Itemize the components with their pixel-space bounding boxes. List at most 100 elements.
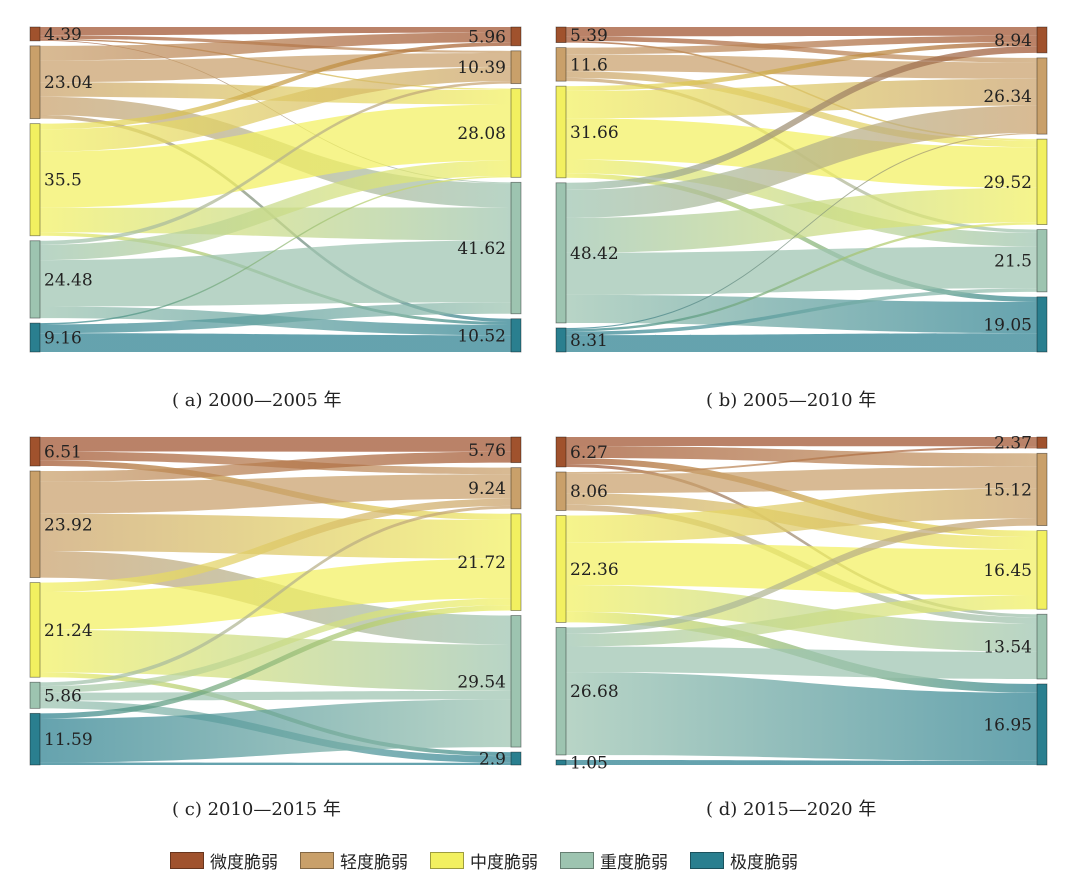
sankey-flow-c-extreme-to-extreme <box>40 762 511 765</box>
sankey-flow-b-severe-to-severe <box>566 246 1037 295</box>
sankey-flow-c-severe-to-light <box>40 505 511 687</box>
sankey-flow-b-severe-to-light <box>566 105 1037 218</box>
sankey-flow-a-extreme-to-moderate <box>40 175 511 325</box>
sankey-flow-a-light-to-light <box>40 53 511 83</box>
node-right-label-b-severe: 21.5 <box>994 252 1032 272</box>
node-left-a-extreme <box>29 322 41 353</box>
node-left-c-extreme <box>29 712 41 766</box>
sankey-flow-b-moderate-to-extreme <box>566 173 1037 302</box>
node-left-label-d-moderate: 22.36 <box>570 560 619 580</box>
sankey-flow-a-moderate-to-light <box>40 66 511 152</box>
sankey-flow-a-extreme-to-extreme <box>40 333 511 352</box>
node-right-label-a-slight: 5.96 <box>468 27 506 47</box>
sankey-flow-b-extreme-to-light <box>566 132 1037 330</box>
sankey-flow-c-light-to-light <box>40 474 511 514</box>
node-left-label-c-light: 23.92 <box>44 515 93 535</box>
node-right-label-b-extreme: 19.05 <box>983 315 1032 335</box>
sankey-flow-a-moderate-to-severe <box>40 207 511 241</box>
node-left-label-b-moderate: 31.66 <box>570 123 619 143</box>
sankey-flow-c-severe-to-moderate <box>40 598 511 693</box>
node-left-b-extreme <box>555 327 567 353</box>
sankey-flow-d-severe-to-light <box>566 518 1037 634</box>
legend-swatch-slight <box>170 852 204 869</box>
node-left-label-d-extreme: 1.05 <box>570 753 608 773</box>
node-right-label-d-light: 15.12 <box>983 480 1032 500</box>
sankey-flow-d-moderate-to-light <box>566 488 1037 543</box>
sankey-flow-b-moderate-to-slight <box>566 42 1037 91</box>
node-left-label-c-extreme: 11.59 <box>44 730 93 750</box>
sankey-flow-a-slight-to-slight <box>40 27 511 36</box>
legend-label-severe: 重度脆弱 <box>600 853 668 873</box>
node-left-b-severe <box>555 182 567 324</box>
node-right-label-a-light: 10.39 <box>457 58 506 78</box>
node-left-label-d-slight: 6.27 <box>570 443 608 463</box>
node-left-a-light <box>29 45 41 120</box>
node-left-label-b-slight: 5.39 <box>570 26 608 46</box>
node-right-c-extreme <box>510 751 522 766</box>
node-right-d-light <box>1036 452 1048 527</box>
legend-swatch-light <box>300 852 334 869</box>
node-right-label-c-moderate: 21.72 <box>457 553 506 573</box>
node-left-d-extreme <box>555 759 567 766</box>
panel-caption-a: ( a) 2000—2005 年 <box>172 390 342 411</box>
sankey-flow-d-extreme-to-extreme <box>566 759 1037 765</box>
legend-swatch-extreme <box>690 852 724 869</box>
node-left-label-a-moderate: 35.5 <box>44 171 82 191</box>
node-right-c-moderate <box>510 513 522 611</box>
node-right-c-slight <box>510 436 522 464</box>
node-right-label-b-light: 26.34 <box>983 87 1032 107</box>
node-left-c-severe <box>29 681 41 709</box>
legend-item-moderate: 中度脆弱 <box>430 848 538 873</box>
sankey-panel-a: 4.39 23.04 35.5 24.48 9.16 5.96 10.39 28.08 41.6… <box>29 25 522 353</box>
node-left-label-b-severe: 48.42 <box>570 244 619 264</box>
node-right-b-extreme <box>1036 296 1048 353</box>
sankey-flows-a <box>40 27 511 352</box>
sankey-flow-c-extreme-to-moderate <box>40 605 511 719</box>
node-right-label-a-moderate: 28.08 <box>457 124 506 144</box>
node-right-a-extreme <box>510 318 522 353</box>
node-right-label-a-severe: 41.62 <box>457 239 506 259</box>
sankey-flow-b-severe-to-moderate <box>566 187 1037 253</box>
sankey-panel-b: 5.39 11.6 31.66 48.42 8.31 8.94 26.34 29.52 21.5… <box>555 26 1048 353</box>
node-left-d-severe <box>555 627 567 756</box>
sankey-flow-b-extreme-to-severe <box>566 288 1037 336</box>
legend-swatch-severe <box>560 852 594 869</box>
legend: 微度脆弱 轻度脆弱 中度脆弱 重度脆弱 极度脆弱 <box>170 848 820 873</box>
sankey-flow-d-severe-to-moderate <box>566 595 1037 647</box>
node-left-label-b-extreme: 8.31 <box>570 331 608 351</box>
sankey-flows-c <box>40 437 511 765</box>
sankey-flow-a-moderate-to-slight <box>40 42 511 130</box>
node-right-label-c-extreme: 2.9 <box>479 750 506 770</box>
sankey-flow-a-severe-to-severe <box>40 240 511 307</box>
sankey-flow-d-slight-to-severe <box>566 463 1037 618</box>
node-right-d-slight <box>1036 436 1048 449</box>
node-right-b-slight <box>1036 26 1048 54</box>
node-right-label-c-severe: 29.54 <box>457 672 506 692</box>
node-right-label-b-slight: 8.94 <box>994 31 1032 51</box>
sankey-flows-d <box>566 437 1037 765</box>
sankey-flow-c-severe-to-severe <box>40 690 511 701</box>
sankey-flow-d-moderate-to-moderate <box>566 542 1037 596</box>
node-left-a-moderate <box>29 123 41 237</box>
sankey-flow-c-extreme-to-severe <box>40 699 511 763</box>
panel-caption-d: ( d) 2015—2020 年 <box>706 799 877 820</box>
sankey-flow-a-severe-to-moderate <box>40 160 511 261</box>
sankey-flow-c-light-to-slight <box>40 451 511 482</box>
node-right-b-moderate <box>1036 138 1048 226</box>
sankey-flow-b-severe-to-slight <box>566 46 1037 190</box>
node-left-label-a-extreme: 9.16 <box>44 329 82 349</box>
sankey-flow-a-moderate-to-moderate <box>40 104 511 208</box>
node-left-b-moderate <box>555 85 567 179</box>
sankey-flow-b-light-to-slight <box>566 35 1037 55</box>
sankey-flow-b-extreme-to-moderate <box>566 222 1037 332</box>
node-left-b-light <box>555 47 567 82</box>
node-right-label-d-extreme: 16.95 <box>983 715 1032 735</box>
legend-item-slight: 微度脆弱 <box>170 848 278 873</box>
legend-label-light: 轻度脆弱 <box>340 853 408 873</box>
node-right-label-d-severe: 13.54 <box>983 638 1032 658</box>
node-left-d-slight <box>555 436 567 468</box>
sankey-flow-a-severe-to-light <box>40 81 511 245</box>
node-left-d-moderate <box>555 515 567 623</box>
node-left-label-d-severe: 26.68 <box>570 682 619 702</box>
